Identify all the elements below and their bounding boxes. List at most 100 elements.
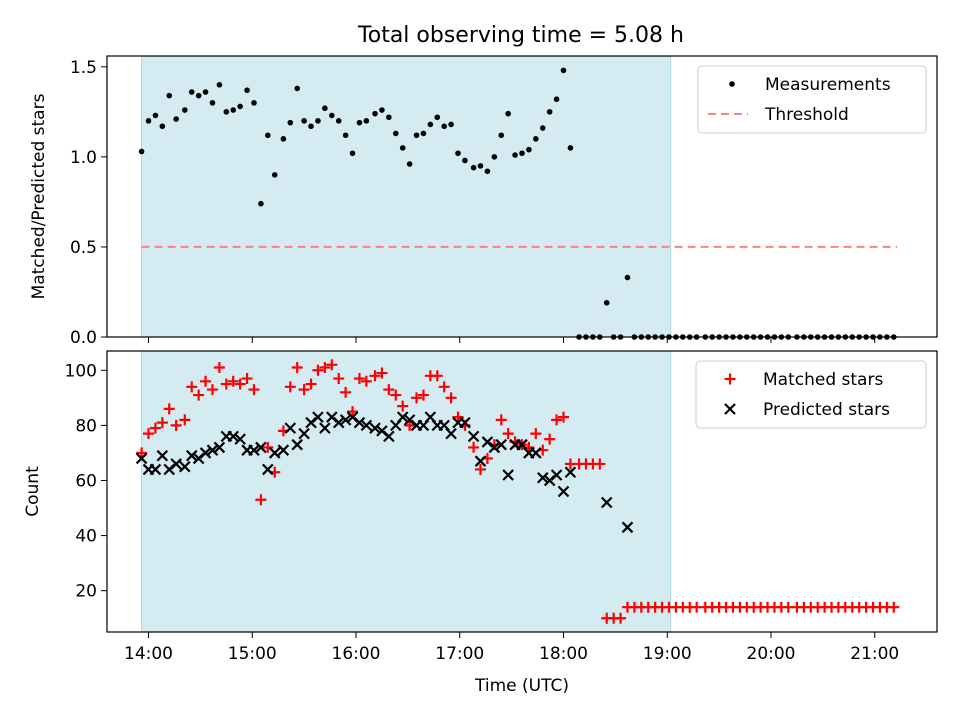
top-panel: 0.0 0.5 1.0 1.5 Matched/Predicted stars Measu… [29,55,938,348]
data-point [170,458,182,470]
data-point [369,422,381,434]
data-point [488,441,501,454]
data-point [319,362,331,374]
legend-box [695,360,927,429]
data-point [411,392,423,404]
data-point [397,400,409,412]
data-point [431,370,443,382]
data-point [170,419,182,431]
data-point [193,389,205,401]
data-point [234,433,246,445]
data-point [470,164,477,171]
y-tick-label: 100 [65,361,97,381]
data-point [265,132,271,139]
data-point [441,123,447,130]
data-point [312,364,324,376]
data-point [308,123,314,130]
data-point [166,92,173,99]
data-point [159,123,166,130]
data-point [143,428,154,440]
observing-window-span [141,351,671,632]
data-point [188,89,195,95]
data-point [248,384,260,396]
data-point [519,150,525,157]
data-point [353,416,366,429]
data-point [491,154,498,160]
data-point [396,411,409,423]
data-point [353,373,365,385]
data-point [179,414,191,426]
data-point [291,362,303,374]
x-tick-label: 19:00 [643,644,692,664]
axes-frame [106,55,938,338]
y-axis-label: Count [23,466,43,517]
legend-box [697,65,927,134]
data-point [558,411,569,423]
data-point [505,110,511,117]
data-point [136,447,148,459]
x-tick-label: 16:00 [332,644,381,664]
legend-marker [724,373,736,385]
data-point [502,428,514,440]
data-point [550,469,563,481]
data-point [621,521,634,534]
data-point [156,449,169,462]
data-point [372,110,378,117]
data-point [255,441,267,454]
data-point [319,422,331,434]
data-point [237,103,243,110]
data-point [376,367,388,379]
data-point [474,455,487,467]
data-point [386,114,392,121]
data-point [624,274,631,281]
x-tick-label: 17:00 [435,644,484,664]
data-point [495,438,508,451]
data-point [484,168,491,175]
data-point [445,392,457,404]
data-point [163,403,175,415]
data-point [179,460,191,473]
data-point [339,414,352,426]
data-point [280,136,287,142]
data-point [223,109,230,115]
y-tick-label: 40 [75,527,97,547]
data-point [209,100,216,106]
data-point [448,121,454,128]
data-point [360,419,373,432]
data-point [399,145,406,151]
data-point [202,89,209,95]
y-tick-label: 60 [75,471,97,491]
legend-marker [729,81,735,87]
data-point [406,161,413,167]
data-point [360,375,372,387]
data-point [392,130,399,137]
data-point [475,463,486,475]
data-point [356,119,363,126]
data-point [560,67,567,74]
data-point [195,92,202,99]
data-point [284,422,297,434]
data-point [553,96,560,103]
data-point [301,118,307,124]
data-point [291,438,303,451]
data-point [888,601,900,613]
data-point [526,146,532,153]
legend: Measurements Threshold [697,65,927,134]
data-point [363,118,370,124]
data-point [539,125,546,131]
legend-label: Threshold [764,105,849,125]
x-tick-label: 21:00 [850,644,899,664]
bottom-panel: 20 40 60 80 100 14:00 15:00 16:00 17:00 18:00 19:0… [23,350,938,696]
data-point [546,109,553,115]
data-point [305,378,317,390]
data-point [530,428,542,440]
data-point [404,419,416,431]
data-point [294,85,301,92]
data-point [445,427,457,440]
legend-label: Predicted stars [763,400,890,420]
legend-label: Measurements [765,75,891,95]
data-point [234,378,246,390]
x-tick-label: 15:00 [228,644,277,664]
data-point [438,381,450,393]
